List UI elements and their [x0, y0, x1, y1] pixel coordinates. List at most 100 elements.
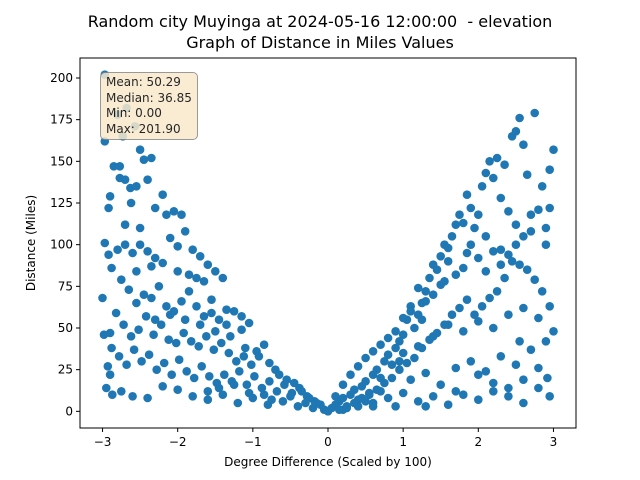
data-point-130 [293, 402, 303, 411]
data-point-196 [432, 265, 442, 275]
data-point-89 [137, 357, 146, 366]
data-point-15 [105, 192, 115, 201]
data-point-277 [511, 360, 521, 370]
data-point-166 [222, 305, 231, 315]
data-point-284 [459, 327, 468, 336]
data-point-330 [481, 232, 491, 241]
data-point-116 [102, 383, 111, 393]
data-point-47 [154, 282, 164, 291]
data-point-107 [272, 387, 282, 396]
data-point-73 [194, 342, 203, 351]
data-point-78 [232, 357, 241, 366]
data-point-309 [410, 353, 419, 363]
data-point-40 [218, 273, 228, 283]
data-point-231 [496, 260, 506, 270]
data-point-320 [474, 370, 483, 380]
data-point-98 [205, 372, 214, 381]
data-point-125 [218, 390, 228, 400]
data-point-186 [395, 337, 404, 346]
data-point-33 [158, 258, 167, 268]
x-axis-ticks: −3 −2 −1 0 1 2 3 [94, 428, 557, 449]
data-point-217 [511, 127, 521, 136]
data-point-315 [365, 390, 374, 400]
data-point-287 [504, 310, 513, 320]
data-point-45 [139, 290, 149, 300]
data-point-312 [387, 373, 397, 383]
data-point-265 [504, 392, 513, 401]
data-point-118 [117, 387, 126, 396]
data-point-247 [376, 340, 385, 350]
data-point-92 [159, 358, 169, 368]
data-point-106 [265, 377, 274, 386]
data-point-64 [126, 332, 136, 341]
chart-subtitle: Graph of Distance in Miles Values [186, 33, 454, 52]
data-point-31 [143, 247, 152, 256]
data-point-226 [534, 205, 543, 214]
data-point-46 [147, 293, 156, 303]
data-point-124 [203, 395, 213, 405]
data-point-289 [534, 313, 543, 323]
data-point-276 [496, 352, 506, 361]
data-point-139 [241, 343, 250, 353]
x-tick-label: −1 [244, 435, 262, 449]
data-point-267 [534, 383, 543, 393]
data-point-339 [421, 402, 431, 411]
data-point-95 [182, 367, 191, 376]
x-tick-label: 1 [399, 435, 407, 449]
data-point-119 [128, 392, 137, 401]
y-tick-label: 75 [58, 279, 73, 293]
y-tick-label: 150 [50, 154, 73, 168]
data-point-242 [413, 283, 423, 293]
data-point-266 [519, 398, 528, 408]
data-point-59 [244, 318, 254, 328]
data-point-218 [515, 113, 524, 123]
data-point-160 [199, 277, 209, 286]
data-point-50 [177, 297, 186, 306]
data-point-279 [541, 337, 551, 346]
data-point-285 [474, 317, 483, 326]
data-point-303 [455, 303, 464, 313]
stats-median: Median: 36.85 [106, 90, 192, 105]
data-point-147 [312, 398, 322, 408]
data-point-336 [368, 402, 378, 411]
data-point-308 [417, 343, 427, 353]
data-point-326 [545, 203, 554, 213]
data-point-187 [398, 330, 408, 340]
x-tick-label: −3 [94, 435, 112, 449]
data-point-274 [466, 357, 476, 366]
data-point-86 [114, 352, 124, 361]
data-point-136 [180, 315, 190, 325]
data-point-14 [147, 153, 156, 163]
data-point-26 [104, 250, 113, 259]
data-point-258 [398, 388, 408, 398]
data-point-318 [342, 403, 352, 413]
chart-title: Random city Muyinga at 2024-05-16 12:00:… [87, 12, 553, 31]
data-point-120 [143, 393, 152, 403]
data-point-271 [421, 368, 431, 378]
data-point-48 [162, 302, 171, 311]
data-point-80 [247, 360, 256, 370]
data-point-232 [489, 247, 498, 256]
data-point-263 [474, 395, 483, 405]
data-point-152 [259, 390, 269, 400]
data-point-67 [149, 330, 158, 340]
data-point-183 [383, 350, 393, 360]
data-point-305 [440, 320, 449, 330]
data-point-84 [99, 330, 109, 340]
data-point-140 [252, 347, 261, 356]
data-point-32 [150, 253, 160, 263]
data-point-208 [477, 182, 487, 191]
data-point-246 [383, 333, 393, 343]
data-point-211 [489, 173, 498, 183]
data-point-151 [244, 388, 254, 398]
data-point-240 [428, 290, 438, 300]
data-point-65 [134, 325, 143, 335]
data-point-334 [395, 357, 404, 366]
data-point-105 [257, 383, 267, 393]
y-tick-label: 100 [50, 238, 73, 252]
data-point-55 [214, 315, 224, 325]
data-point-275 [481, 367, 491, 376]
data-point-66 [141, 312, 151, 321]
y-axis-label: Distance (Miles) [24, 194, 38, 292]
data-point-203 [459, 218, 468, 228]
